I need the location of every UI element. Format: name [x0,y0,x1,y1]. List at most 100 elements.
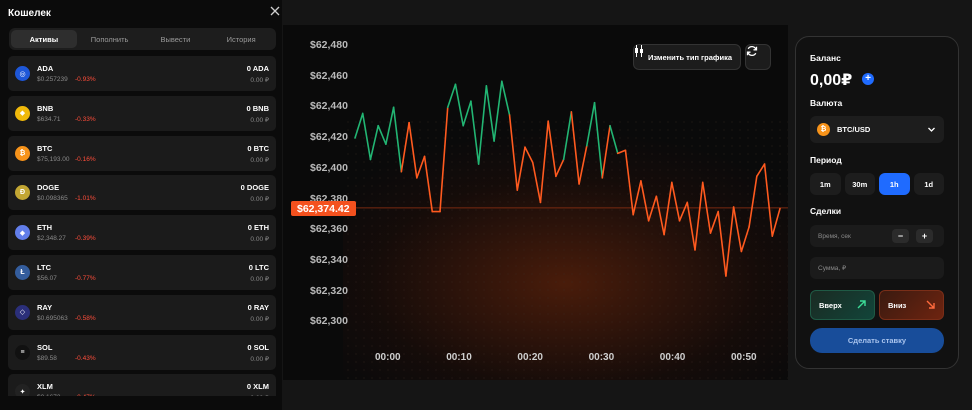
price-line-segment [709,210,719,234]
wallet-tabs: Активы Пополнить Вывести История [9,28,276,50]
add-funds-button[interactable]: + [862,73,874,85]
currency-select[interactable]: ₿ BTC/USD [810,116,944,143]
asset-symbol: LTC [37,262,52,272]
asset-change: -0.39% [75,235,96,243]
price-line-segment [516,146,526,191]
sol-icon: ≡ [15,344,30,360]
price-line-segment [763,163,774,237]
wallet-title: Кошелек [8,8,51,19]
asset-row-eth[interactable]: ◆ ETH $2,348.27 -0.39% 0 ETH 0.00 ₽ [8,215,276,251]
asset-symbol: BTC [37,143,53,153]
price-line-segment [647,195,658,222]
asset-rub-value: 0.00 ₽ [250,77,269,84]
asset-row-xlm[interactable]: ✦ XLM $0.1673 -0.47% 0 XLM 0.00 ₽ [8,374,276,396]
up-button[interactable]: Вверх [810,290,875,320]
period-1d[interactable]: 1d [913,173,944,195]
price-line-segment [640,180,650,222]
x-tick-label: 00:40 [659,352,686,363]
price-line-segment [601,124,611,179]
time-decrement-button[interactable]: − [892,229,909,243]
price-line-segment [408,121,418,179]
asset-row-doge[interactable]: Ð DOGE $0.098365 -1.01% 0 DOGE 0.00 ₽ [8,175,276,211]
x-tick-label: 00:00 [375,352,401,363]
asset-rub-value: 0.00 ₽ [250,394,269,396]
asset-row-ray[interactable]: ◇ RAY $0.695063 -0.58% 0 RAY 0.00 ₽ [8,294,276,330]
asset-price: $2,348.27 [37,235,66,243]
tab-deposit[interactable]: Пополнить [90,34,129,44]
ada-icon: ◎ [15,66,30,81]
asset-symbol: XLM [37,382,53,392]
asset-rub-value: 0.00 ₽ [250,315,269,323]
wallet-panel: Кошелек Активы Пополнить Вывести История… [0,0,282,410]
price-line-segment [501,80,511,116]
refresh-button[interactable] [745,44,771,70]
change-chart-type-button[interactable]: Изменить тип графика [633,44,741,70]
period-label: Период [810,155,842,165]
y-tick-label: $62,420 [310,131,348,144]
price-line-segment [493,80,503,142]
period-30m[interactable]: 30m [844,173,875,195]
tab-assets[interactable]: Активы [11,30,77,48]
asset-row-ltc[interactable]: Ł LTC $56.07 -0.77% 0 LTC 0.00 ₽ [8,254,276,290]
y-tick-label: $62,300 [310,315,348,328]
down-button[interactable]: Вниз [879,290,944,320]
asset-change: -0.33% [75,115,96,123]
currency-label: Валюта [810,98,843,108]
asset-row-ada[interactable]: ◎ ADA $0.257239 -0.93% 0 ADA 0.00 ₽ [8,56,276,91]
price-line-segment [663,181,673,236]
asset-balance: 0 LTC [248,262,269,272]
period-1m[interactable]: 1m [810,173,841,195]
price-chart[interactable]: $62,480 $62,460 $62,440 $62,420 $62,400 $62,3… [283,25,788,380]
price-line-segment [686,201,696,251]
asset-balance: 0 BTC [247,143,269,153]
asset-balance: 0 DOGE [240,183,269,193]
close-icon[interactable] [269,5,281,17]
price-line-segment [439,106,449,213]
up-label: Вверх [819,300,842,310]
x-tick-label: 00:30 [588,352,615,363]
asset-row-bnb[interactable]: ◆ BNB $634.71 -0.33% 0 BNB 0.00 ₽ [8,95,276,131]
asset-price: $89.58 [37,354,57,362]
time-increment-button[interactable]: + [916,229,933,243]
period-1h[interactable]: 1h [879,173,910,195]
price-line-segment [531,161,542,204]
price-line-segment [740,226,750,253]
price-line-segment [524,146,534,164]
price-line-segment [454,83,464,127]
price-line-segment [555,158,565,178]
asset-symbol: SOL [37,342,53,352]
trade-panel: Баланс 0,00₽ + Валюта ₿ BTC/USD Период 1… [795,36,959,369]
price-line-segment [609,124,619,155]
price-line-segment [717,210,727,277]
asset-list: ◎ ADA $0.257239 -0.93% 0 ADA 0.00 ₽ ◆ BNB $634.7… [8,56,276,396]
asset-price: $0.098365 [37,195,68,203]
y-tick-label: $62,400 [310,161,348,174]
x-tick-label: 00:50 [731,352,757,363]
asset-balance: 0 ETH [247,223,269,233]
chart-dot-grid [343,115,788,380]
x-tick-label: 00:10 [446,352,472,363]
place-bet-button[interactable]: Сделать ставку [810,328,944,353]
price-line-segment [547,120,557,178]
asset-balance: 0 XLM [246,382,269,392]
price-line-segment [616,149,627,155]
asset-row-sol[interactable]: ≡ SOL $89.58 -0.43% 0 SOL 0.00 ₽ [8,334,276,370]
doge-icon: Ð [15,185,30,201]
amount-input[interactable]: Сумма, ₽ [810,257,944,279]
time-input[interactable]: Время, сек [810,225,944,247]
asset-row-btc[interactable]: ₿ BTC $75,193.00 -0.16% 0 BTC 0.00 ₽ [8,135,276,171]
asset-rub-value: 0.00 ₽ [250,196,269,204]
price-line-segment [385,106,395,145]
price-line-segment [624,149,634,216]
ltc-icon: Ł [15,264,30,280]
tab-history[interactable]: История [226,34,256,44]
asset-change: -0.58% [75,314,96,322]
y-tick-label: $62,340 [310,253,348,266]
price-line-segment [377,124,387,145]
asset-balance: 0 SOL [247,342,269,352]
price-line-segment [470,100,480,165]
asset-price: $0.1673 [37,394,61,396]
price-line-segment [423,155,434,213]
tab-withdraw[interactable]: Вывести [160,34,191,44]
